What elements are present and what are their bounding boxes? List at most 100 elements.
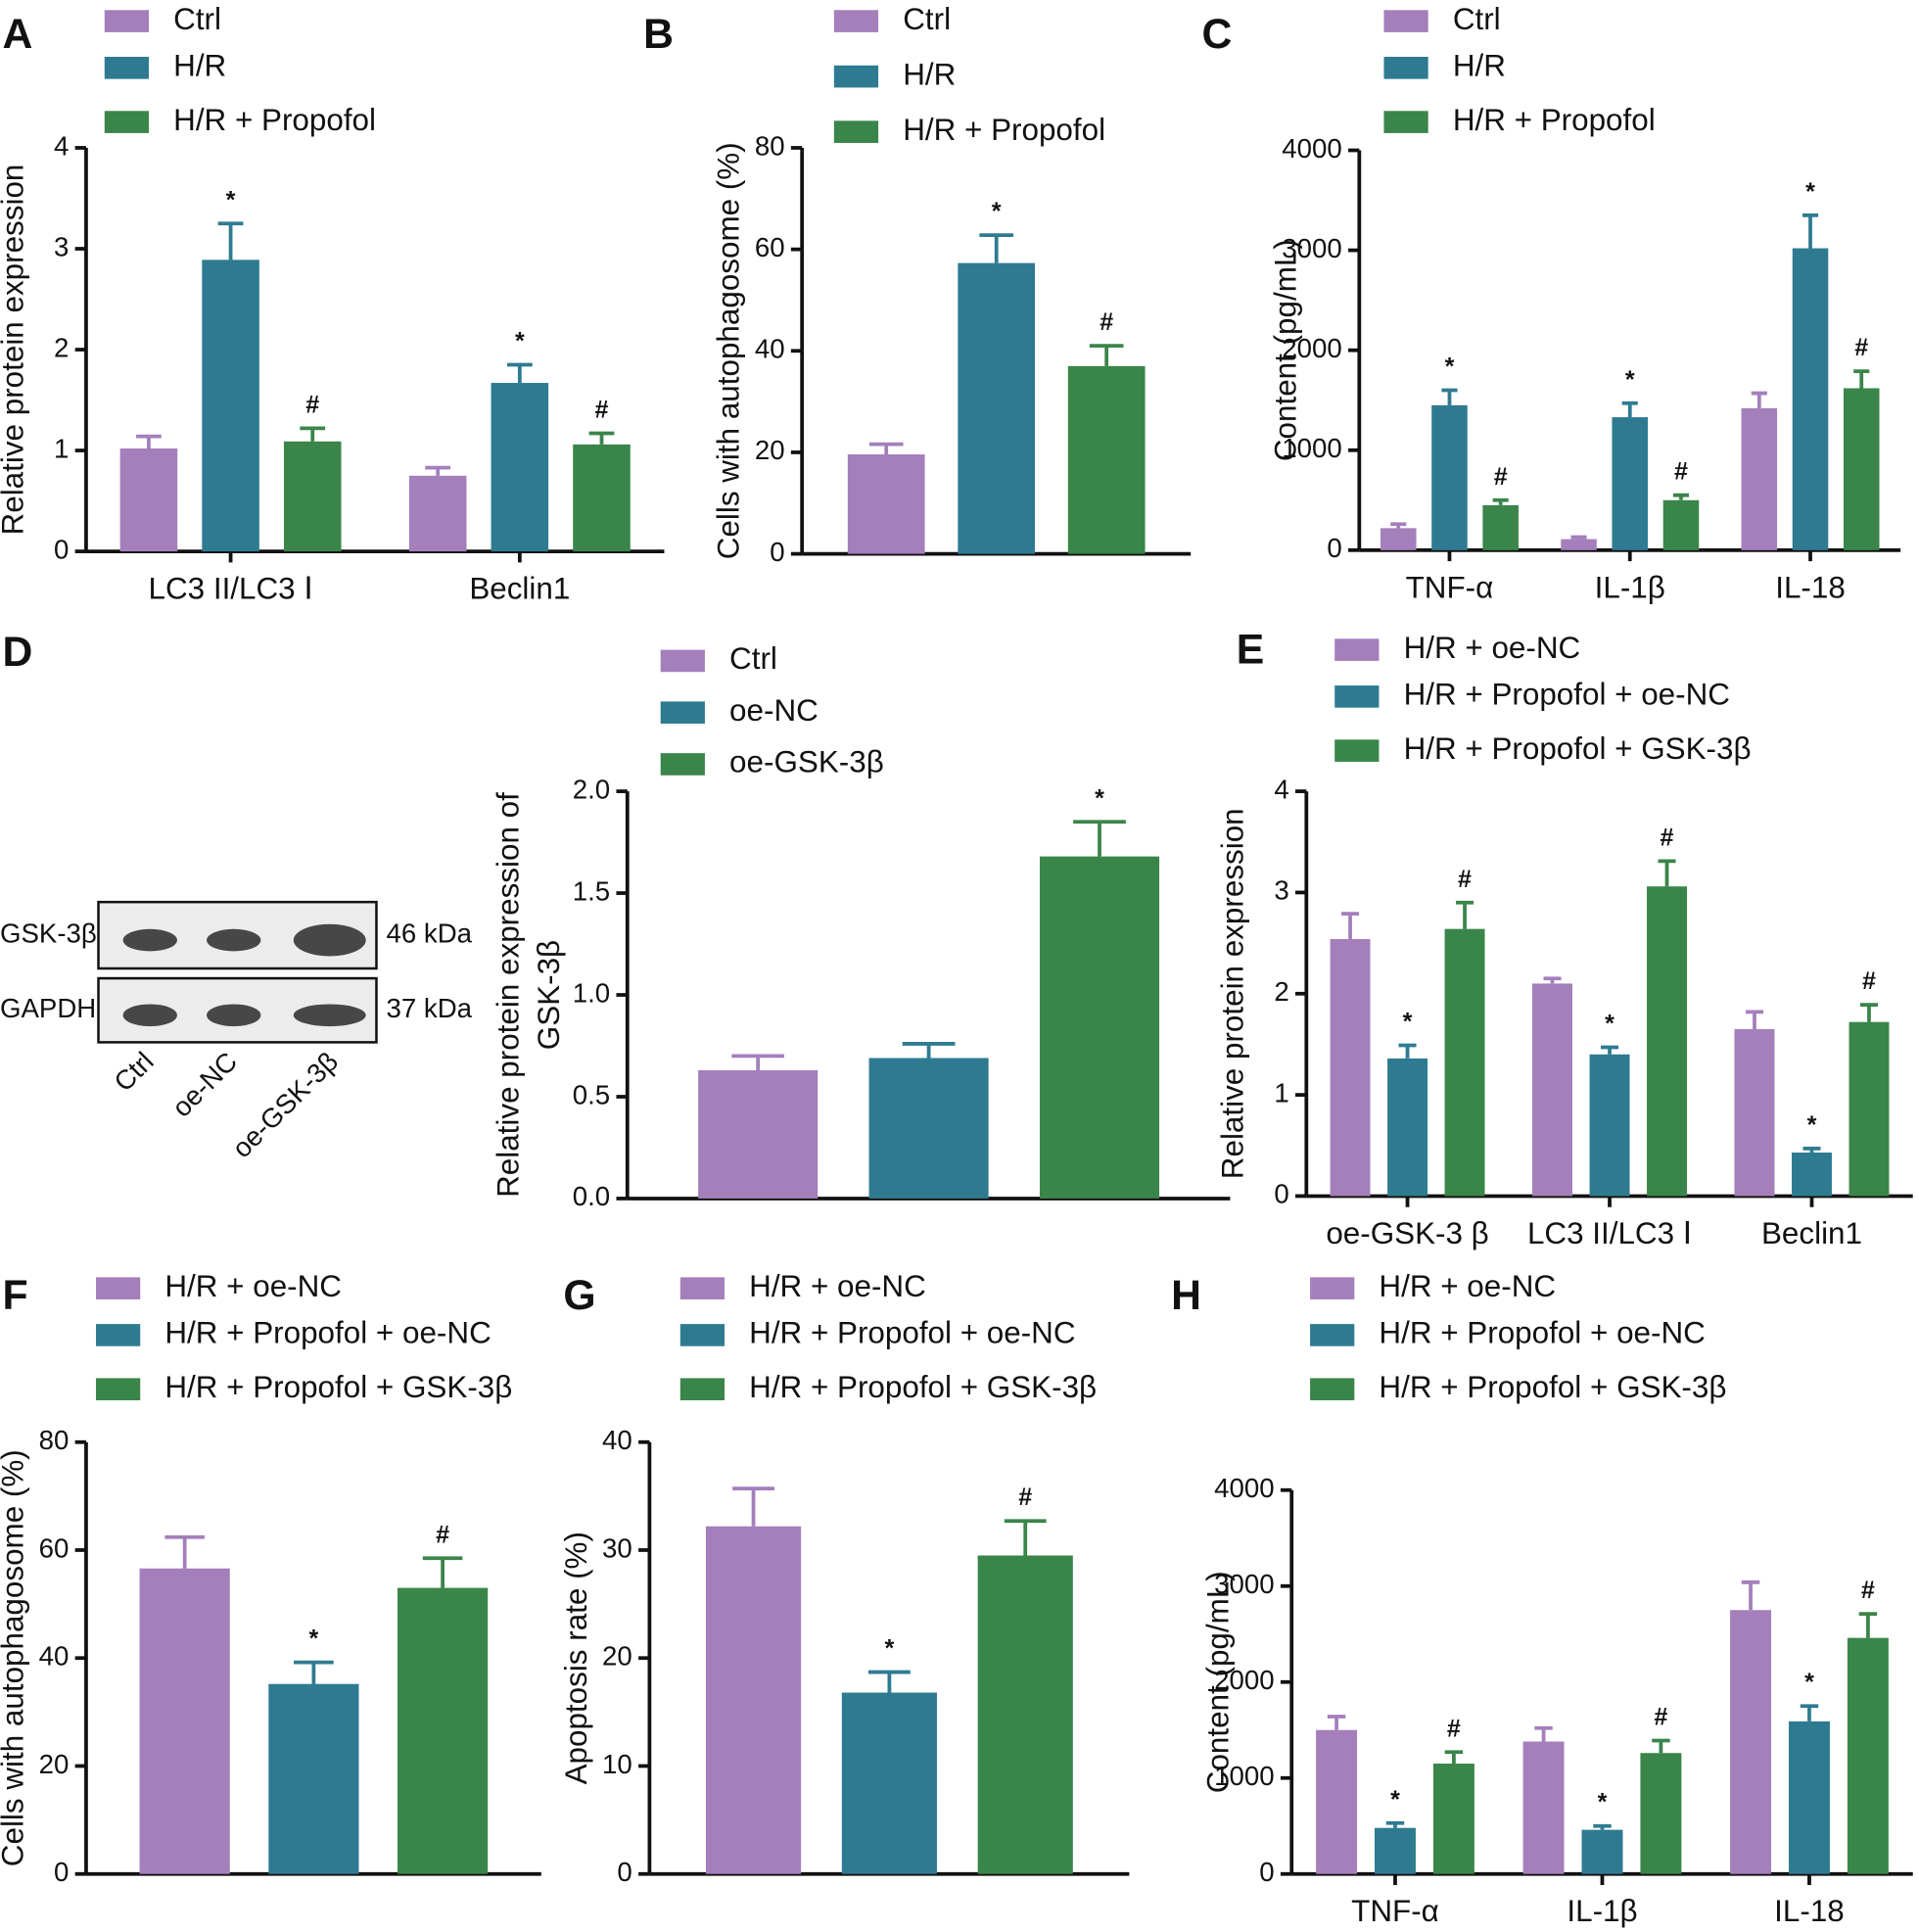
- error-bar: [902, 1042, 956, 1059]
- y-tick-label: 3000: [1214, 1569, 1274, 1599]
- legend-swatch: [1334, 685, 1380, 708]
- error-bar: [1800, 1704, 1819, 1721]
- bar: [1843, 388, 1880, 550]
- error-bar: [422, 1556, 463, 1588]
- panel-letter: D: [3, 629, 33, 676]
- legend-label: H/R + Propofol: [173, 103, 376, 137]
- error-bar: [1327, 1715, 1346, 1730]
- legend-label: H/R + Propofol + oe-NC: [1404, 678, 1730, 712]
- y-tick-label: 4: [54, 130, 69, 161]
- error-bar: [1658, 859, 1676, 887]
- legend-swatch: [833, 65, 879, 88]
- blot-label: GSK-3β: [0, 918, 97, 948]
- bar: [1482, 504, 1519, 550]
- bar: [1444, 928, 1485, 1197]
- legend-label: H/R + oe-NC: [749, 1269, 926, 1303]
- legend-swatch: [660, 701, 705, 724]
- significance-mark: #: [1494, 463, 1508, 491]
- error-bar: [868, 442, 904, 455]
- y-tick-label: 0: [617, 1857, 632, 1887]
- bar: [847, 454, 925, 554]
- legend-label: Ctrl: [173, 2, 221, 36]
- error-bar: [1858, 1612, 1878, 1638]
- legend-label: Ctrl: [903, 2, 951, 36]
- bar: [1612, 417, 1649, 550]
- y-tick-label: 20: [602, 1641, 632, 1672]
- error-bar: [425, 465, 451, 476]
- y-tick-label: 1.0: [573, 977, 610, 1008]
- significance-mark: *: [884, 1635, 894, 1663]
- panel-letter: F: [3, 1272, 28, 1319]
- bar: [139, 1568, 230, 1874]
- y-tick-label: 20: [39, 1749, 70, 1779]
- error-bar: [136, 434, 162, 449]
- bar: [1067, 365, 1146, 554]
- legend-label: H/R + Propofol + GSK-3β: [1404, 731, 1752, 766]
- y-axis-label: Relative protein expression of: [491, 792, 526, 1198]
- bar: [1316, 1729, 1358, 1874]
- bar: [491, 383, 549, 552]
- x-tick-label: IL-18: [1775, 570, 1846, 604]
- bar: [397, 1587, 489, 1874]
- legend-swatch: [104, 57, 150, 79]
- significance-mark: #: [1862, 967, 1876, 995]
- legend-swatch: [660, 753, 705, 776]
- significance-mark: #: [1447, 1715, 1461, 1742]
- legend-label: H/R + Propofol + GSK-3β: [164, 1370, 512, 1404]
- y-axis-label: Apoptosis rate (%): [559, 1531, 593, 1784]
- legend-swatch: [96, 1277, 141, 1299]
- legend-label: H/R + Propofol + oe-NC: [1379, 1316, 1705, 1350]
- significance-mark: #: [436, 1521, 449, 1548]
- legend-label: H/R + Propofol + oe-NC: [164, 1316, 491, 1350]
- y-tick-label: 30: [602, 1532, 632, 1563]
- significance-mark: #: [1661, 824, 1674, 851]
- bar: [1849, 1021, 1890, 1197]
- legend-label: H/R: [173, 49, 226, 83]
- significance-mark: *: [308, 1626, 318, 1653]
- significance-mark: *: [1095, 784, 1104, 812]
- legend-swatch: [96, 1324, 141, 1346]
- legend-swatch: [1383, 10, 1428, 32]
- bar: [1387, 1058, 1428, 1197]
- bar: [1647, 886, 1687, 1197]
- bar: [1432, 1764, 1474, 1874]
- significance-mark: *: [1805, 178, 1815, 206]
- bar: [1431, 404, 1468, 550]
- y-tick-label: 1000: [1282, 433, 1341, 463]
- error-bar: [300, 426, 326, 442]
- blot-band: [122, 928, 177, 952]
- error-bar: [1859, 1003, 1878, 1022]
- bar: [1581, 1829, 1623, 1874]
- panel-letter: B: [643, 11, 674, 58]
- error-bar: [1802, 1146, 1821, 1154]
- bar: [1792, 1153, 1832, 1197]
- error-bar: [1652, 1738, 1670, 1754]
- x-tick-label: Beclin1: [1761, 1216, 1862, 1250]
- error-bar: [1543, 976, 1562, 984]
- legend-label: H/R + oe-NC: [1379, 1269, 1556, 1303]
- significance-mark: #: [1654, 1704, 1667, 1731]
- legend-label: H/R + oe-NC: [164, 1269, 342, 1303]
- y-tick-label: 80: [39, 1425, 70, 1455]
- bar: [1380, 528, 1417, 550]
- y-tick-label: 10: [602, 1749, 632, 1779]
- significance-mark: #: [1674, 458, 1688, 486]
- blot-band: [207, 928, 261, 952]
- y-tick-label: 0: [1327, 533, 1341, 563]
- bar: [1532, 983, 1572, 1197]
- legend-swatch: [1383, 57, 1428, 79]
- error-bar: [588, 431, 615, 445]
- bar: [1375, 1827, 1416, 1874]
- y-tick-label: 20: [755, 435, 785, 465]
- y-tick-label: 0.5: [573, 1079, 610, 1109]
- legend-swatch: [1334, 638, 1380, 661]
- legend-swatch: [96, 1378, 141, 1401]
- error-bar: [732, 1486, 774, 1527]
- significance-mark: *: [226, 186, 236, 213]
- error-bar: [1004, 1519, 1047, 1556]
- bar: [408, 475, 467, 552]
- y-tick-label: 2.0: [573, 774, 610, 804]
- significance-mark: #: [595, 397, 609, 424]
- error-bar: [1570, 535, 1587, 540]
